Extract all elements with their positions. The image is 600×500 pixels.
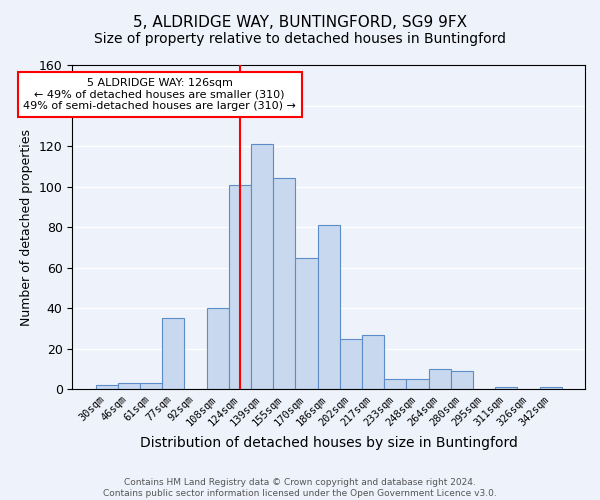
Bar [206,308,229,389]
Bar [95,385,118,389]
Bar [362,334,384,389]
Bar [273,178,295,389]
Bar [251,144,273,389]
Bar [118,383,140,389]
Y-axis label: Number of detached properties: Number of detached properties [20,128,33,326]
Bar [317,225,340,389]
Bar [451,371,473,389]
Text: 5 ALDRIDGE WAY: 126sqm
← 49% of detached houses are smaller (310)
49% of semi-de: 5 ALDRIDGE WAY: 126sqm ← 49% of detached… [23,78,296,111]
Text: 5, ALDRIDGE WAY, BUNTINGFORD, SG9 9FX: 5, ALDRIDGE WAY, BUNTINGFORD, SG9 9FX [133,15,467,30]
Bar [295,258,317,389]
Bar [340,338,362,389]
Bar [406,379,428,389]
Bar [162,318,184,389]
Bar [495,387,517,389]
Bar [140,383,162,389]
Bar [229,184,251,389]
Text: Contains HM Land Registry data © Crown copyright and database right 2024.
Contai: Contains HM Land Registry data © Crown c… [103,478,497,498]
Bar [539,387,562,389]
Text: Size of property relative to detached houses in Buntingford: Size of property relative to detached ho… [94,32,506,46]
X-axis label: Distribution of detached houses by size in Buntingford: Distribution of detached houses by size … [140,436,518,450]
Bar [384,379,406,389]
Bar [428,369,451,389]
